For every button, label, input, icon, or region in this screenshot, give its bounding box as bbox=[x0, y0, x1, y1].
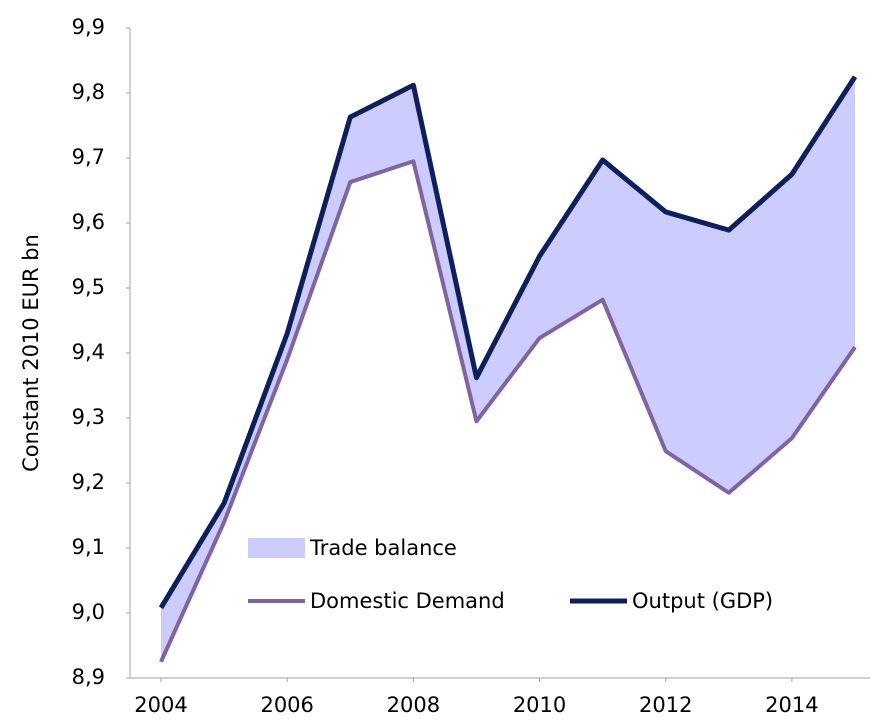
x-tick-label: 2014 bbox=[765, 693, 818, 717]
y-tick-label: 9,6 bbox=[72, 210, 105, 234]
legend-label: Domestic Demand bbox=[310, 589, 505, 613]
y-tick-label: 9,3 bbox=[72, 405, 105, 429]
x-tick-label: 2006 bbox=[260, 693, 313, 717]
y-tick-label: 9,4 bbox=[72, 340, 105, 364]
y-tick-label: 9,9 bbox=[72, 15, 105, 39]
y-axis-label: Constant 2010 EUR bn bbox=[19, 234, 43, 472]
y-tick-label: 9,7 bbox=[72, 145, 105, 169]
y-tick-label: 9,1 bbox=[72, 535, 105, 559]
series-line bbox=[158, 75, 858, 610]
legend-swatch bbox=[248, 538, 305, 558]
legend-label: Trade balance bbox=[309, 536, 457, 560]
y-tick-label: 9,5 bbox=[72, 275, 105, 299]
legend-label: Output (GDP) bbox=[632, 589, 773, 613]
x-tick-label: 2010 bbox=[513, 693, 566, 717]
x-tick-label: 2008 bbox=[387, 693, 440, 717]
y-tick-label: 9,8 bbox=[72, 80, 105, 104]
x-tick-label: 2012 bbox=[639, 693, 692, 717]
y-tick-label: 9,0 bbox=[72, 600, 105, 624]
series-line bbox=[159, 159, 857, 663]
y-tick-label: 9,2 bbox=[72, 470, 105, 494]
x-tick-label: 2004 bbox=[134, 693, 187, 717]
trade-balance-area bbox=[161, 76, 855, 662]
y-tick-label: 8,9 bbox=[72, 665, 105, 689]
